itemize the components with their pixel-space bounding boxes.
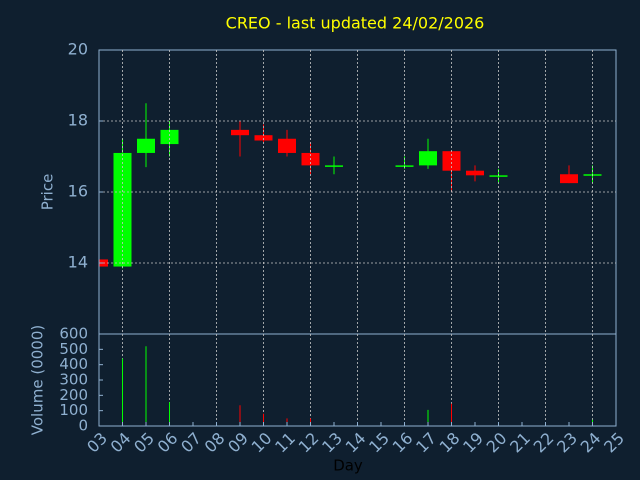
x-axis-label: Day bbox=[333, 457, 363, 475]
candle-body bbox=[113, 152, 132, 267]
y-tick-label: 18 bbox=[68, 111, 88, 130]
candle-body bbox=[254, 135, 273, 141]
y-tick-label: 20 bbox=[68, 40, 88, 59]
y-tick-label: 500 bbox=[59, 340, 88, 358]
y-axis-label: Price bbox=[39, 174, 57, 211]
candle-body bbox=[278, 138, 296, 153]
candle-body bbox=[442, 151, 461, 171]
candle-body bbox=[160, 129, 179, 145]
candle-body bbox=[489, 175, 508, 177]
y-tick-label: 14 bbox=[68, 253, 88, 272]
y-tick-label: 16 bbox=[68, 182, 88, 201]
candle-body bbox=[231, 129, 249, 136]
y-axis-label: Volume (0000) bbox=[29, 325, 47, 435]
y-tick-label: 200 bbox=[59, 386, 88, 404]
y-tick-label: 600 bbox=[59, 325, 88, 343]
candle-body bbox=[325, 165, 343, 167]
y-tick-label: 300 bbox=[59, 371, 88, 389]
y-tick-label: 100 bbox=[59, 401, 88, 419]
y-tick-label: 0 bbox=[78, 417, 88, 435]
candle-body bbox=[560, 174, 578, 184]
candle-body bbox=[419, 151, 437, 166]
candle-body bbox=[137, 138, 155, 153]
candle-body bbox=[466, 170, 484, 176]
y-tick-label: 400 bbox=[59, 355, 88, 373]
chart-title: CREO - last updated 24/02/2026 bbox=[226, 14, 485, 33]
